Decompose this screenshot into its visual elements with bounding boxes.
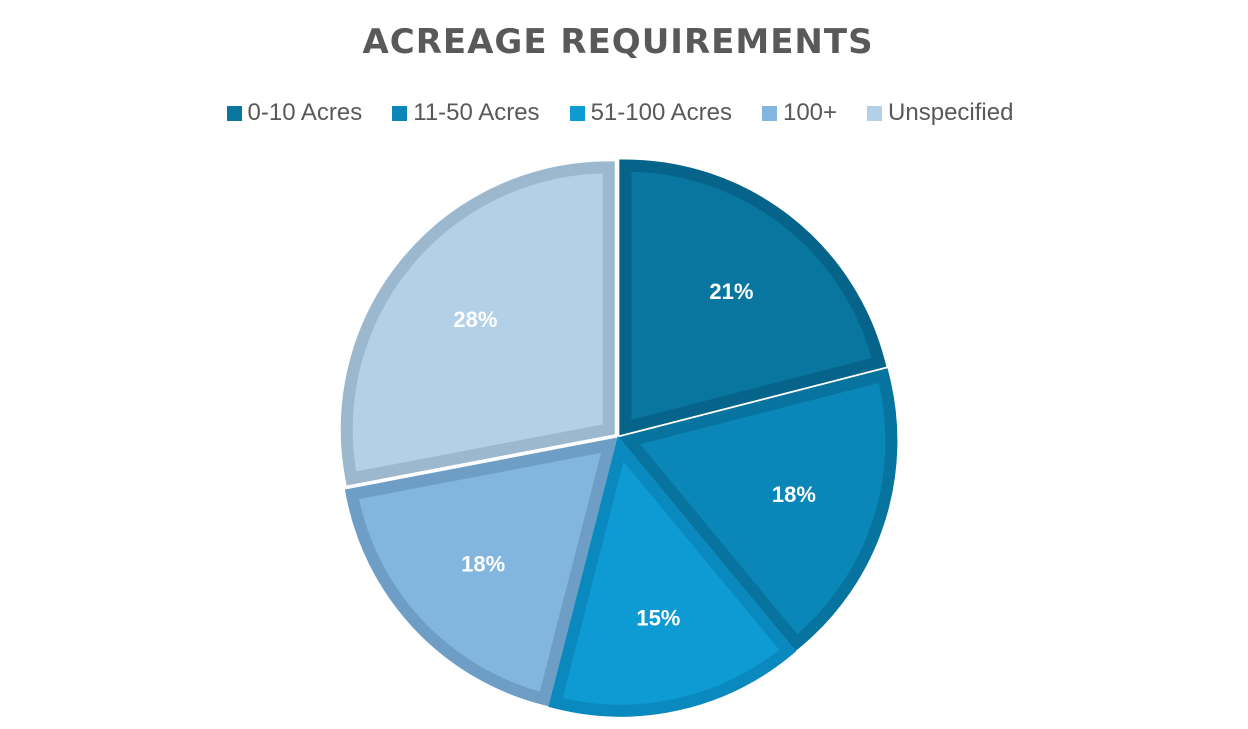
pie-slice-100-plus[interactable] [344,437,618,707]
legend-swatch [761,105,777,121]
legend-item-100-plus[interactable]: 100+ [761,99,838,127]
pie-slice-0-10[interactable] [619,159,887,436]
data-label-0-10: 21% [709,279,753,304]
legend-item-11-50[interactable]: 11-50 Acres [392,99,540,127]
legend-label: 51-100 Acres [590,99,732,126]
pie-slice-11-50[interactable] [618,368,898,652]
legend-label: Unspecified [888,99,1014,126]
legend-label: 0-10 Acres [247,99,363,126]
legend-item-unspecified[interactable]: Unspecified [867,99,1013,127]
legend-swatch [569,105,585,121]
legend: 0-10 Acres 11-50 Acres 51-100 Acres 100+… [0,99,1240,127]
legend-label: 11-50 Acres [413,99,540,126]
data-label-11-50: 18% [772,482,816,507]
pie-slice-unspecified[interactable] [340,161,615,486]
legend-swatch [226,105,242,121]
data-label-51-100: 15% [636,606,680,631]
legend-item-0-10[interactable]: 0-10 Acres [226,99,363,127]
legend-swatch [392,105,408,121]
legend-label: 100+ [782,99,838,126]
legend-swatch [867,105,883,121]
pie-slice-51-100[interactable] [548,435,797,717]
data-label-100-plus: 18% [461,552,505,577]
data-label-unspecified: 28% [453,307,497,332]
legend-item-51-100[interactable]: 51-100 Acres [569,99,732,127]
chart-title: ACREAGE REQUIREMENTS [362,22,874,62]
